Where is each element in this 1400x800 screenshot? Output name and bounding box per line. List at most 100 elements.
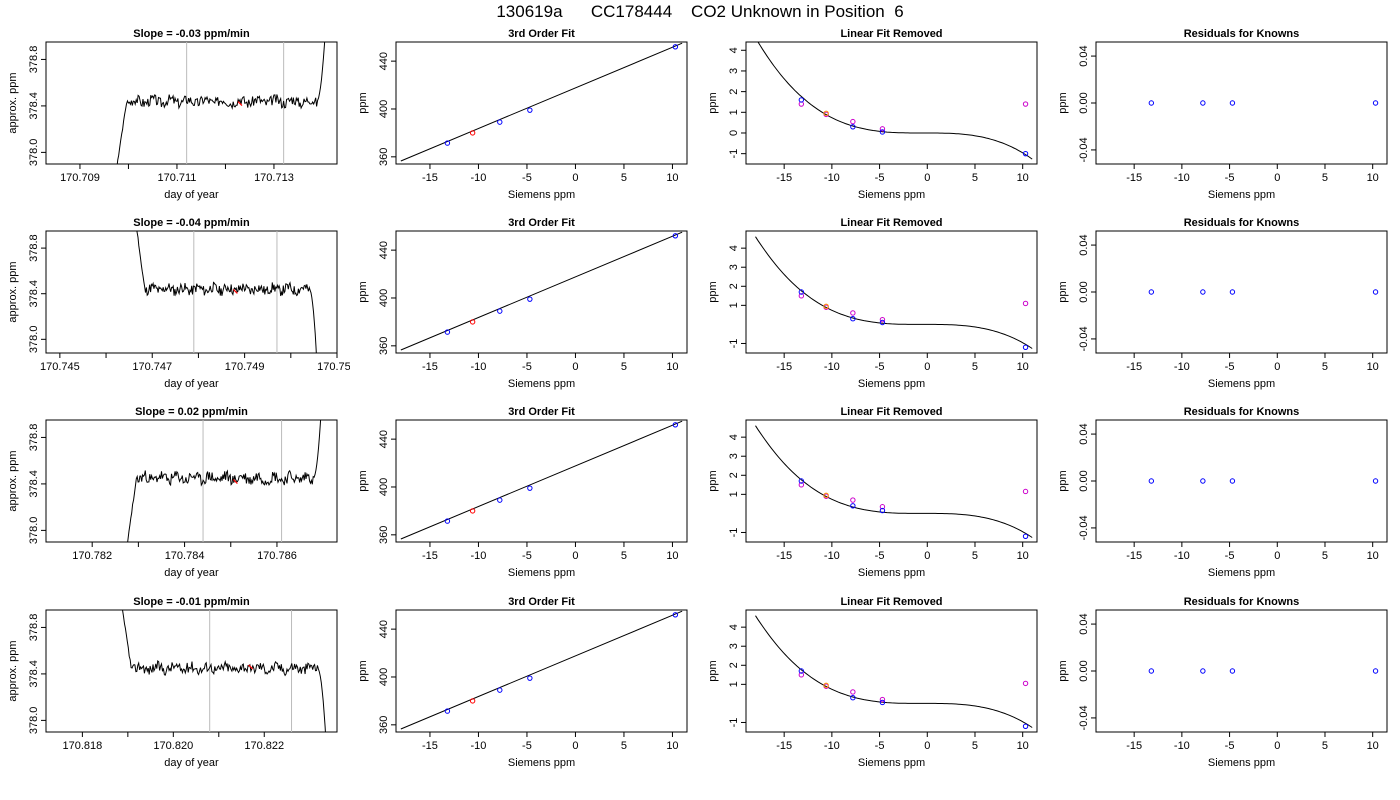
y-tick-label: -1	[728, 149, 740, 159]
x-tick-label: 170.749	[225, 361, 265, 373]
known-point	[1200, 289, 1206, 295]
x-axis-label: Siemens ppm	[858, 757, 925, 769]
chart-panel: Residuals for Knowns -15 -10 -5 0 5 10 -0.04 0.0…	[1057, 217, 1388, 390]
chart-panel: 3rd Order Fit -15 -10 -5 0 5 10 360 400 440 Siemen…	[357, 596, 688, 769]
y-tick-label: 378.8	[28, 46, 40, 74]
x-tick-label: -10	[824, 361, 840, 373]
known-point	[527, 485, 533, 491]
x-tick-label: 5	[1322, 740, 1328, 752]
plot-frame	[45, 41, 338, 165]
unknown-point-orange	[823, 492, 829, 498]
x-tick-label: -5	[1225, 172, 1235, 184]
x-tick-label: 10	[1367, 550, 1379, 562]
x-tick-label: 10	[1367, 740, 1379, 752]
panel-title: 3rd Order Fit	[508, 217, 575, 229]
chart-panel: Residuals for Knowns -15 -10 -5 0 5 10 -0.04 0.0…	[1057, 406, 1388, 579]
removed-point	[879, 504, 886, 510]
x-axis-label: Siemens ppm	[858, 567, 925, 579]
y-tick-label: 378.4	[28, 92, 40, 120]
removed-point	[879, 696, 886, 703]
chart-panel: Slope = -0.01 ppm/min 170.818 170.820 170.8…	[7, 596, 338, 769]
x-tick-label: -10	[470, 550, 486, 562]
plot-frame	[1095, 609, 1388, 733]
x-tick-label: -10	[824, 740, 840, 752]
x-tick-label: -15	[776, 550, 792, 562]
plot-frame	[45, 419, 338, 543]
data-trace	[116, 42, 326, 164]
y-tick-label: 360	[378, 526, 390, 544]
removed-point	[1022, 300, 1029, 307]
x-tick-label: 170.713	[254, 172, 294, 184]
x-tick-label: 170.745	[40, 361, 80, 373]
x-tick-label: -10	[470, 361, 486, 373]
x-tick-label: -15	[422, 172, 438, 184]
y-axis-label: ppm	[707, 281, 719, 302]
residual-curve	[755, 615, 1033, 728]
data-trace	[127, 420, 322, 542]
plot-frame	[745, 609, 1038, 733]
unknown-point-orange	[823, 682, 829, 688]
known-point	[798, 668, 805, 674]
known-point	[444, 708, 451, 714]
y-tick-label: 2	[728, 662, 740, 668]
known-point	[1200, 100, 1206, 106]
known-point	[879, 129, 886, 135]
x-tick-label: -15	[776, 740, 792, 752]
plot-frame	[1095, 41, 1388, 165]
y-tick-label: 400	[378, 668, 390, 686]
y-tick-label: -1	[728, 718, 740, 728]
unknown-point	[469, 130, 476, 136]
y-tick-label: 1	[728, 109, 740, 115]
x-tick-label: -10	[1174, 361, 1190, 373]
y-axis-label: ppm	[1057, 660, 1069, 681]
panel-title: 3rd Order Fit	[508, 596, 575, 608]
x-tick-label: 5	[621, 740, 627, 752]
y-tick-label: 400	[378, 478, 390, 496]
y-tick-label: -1	[728, 528, 740, 538]
known-point	[1372, 668, 1379, 674]
x-tick-label: -10	[824, 550, 840, 562]
x-tick-label: 10	[666, 740, 678, 752]
known-point	[444, 518, 451, 524]
x-tick-label: 0	[1274, 361, 1280, 373]
y-axis-label: ppm	[707, 470, 719, 491]
plot-frame	[745, 419, 1038, 543]
y-tick-label: 378.0	[28, 139, 40, 167]
x-tick-label: -15	[422, 361, 438, 373]
y-axis-label: ppm	[357, 92, 369, 113]
sample-mark	[248, 664, 254, 670]
removed-point	[1022, 488, 1029, 495]
x-tick-label: -5	[1225, 740, 1235, 752]
x-tick-label: -15	[1126, 740, 1142, 752]
y-axis-label: ppm	[357, 470, 369, 491]
unknown-point	[469, 508, 476, 514]
panel-title: Linear Fit Removed	[840, 217, 942, 229]
y-tick-label: 4	[728, 434, 740, 440]
known-point	[1200, 668, 1206, 674]
panel-title: Residuals for Knowns	[1184, 406, 1300, 418]
x-tick-label: -10	[1174, 740, 1190, 752]
x-tick-label: 170.786	[257, 550, 297, 562]
known-point	[497, 497, 503, 503]
x-tick-label: -5	[875, 361, 885, 373]
x-tick-label: 170.784	[165, 550, 205, 562]
x-axis-label: Siemens ppm	[508, 757, 575, 769]
plot-frame	[745, 41, 1038, 165]
known-point	[1229, 100, 1236, 106]
removed-point	[1022, 101, 1029, 107]
panel-title: Slope = -0.04 ppm/min	[133, 217, 250, 229]
x-tick-label: 5	[621, 550, 627, 562]
panel-title: 3rd Order Fit	[508, 28, 575, 40]
plot-frame	[1095, 419, 1388, 543]
x-tick-label: 5	[972, 361, 978, 373]
y-tick-label: 400	[378, 289, 390, 307]
y-tick-label: 1	[728, 491, 740, 497]
x-tick-label: 170.751	[317, 361, 350, 373]
panel-title: Slope = -0.03 ppm/min	[133, 28, 250, 40]
plot-frame	[395, 41, 688, 165]
unknown-point-orange	[823, 303, 829, 309]
x-axis-label: Siemens ppm	[858, 378, 925, 390]
x-axis-label: day of year	[164, 757, 219, 769]
removed-point	[850, 310, 856, 316]
unknown-point	[469, 698, 476, 704]
